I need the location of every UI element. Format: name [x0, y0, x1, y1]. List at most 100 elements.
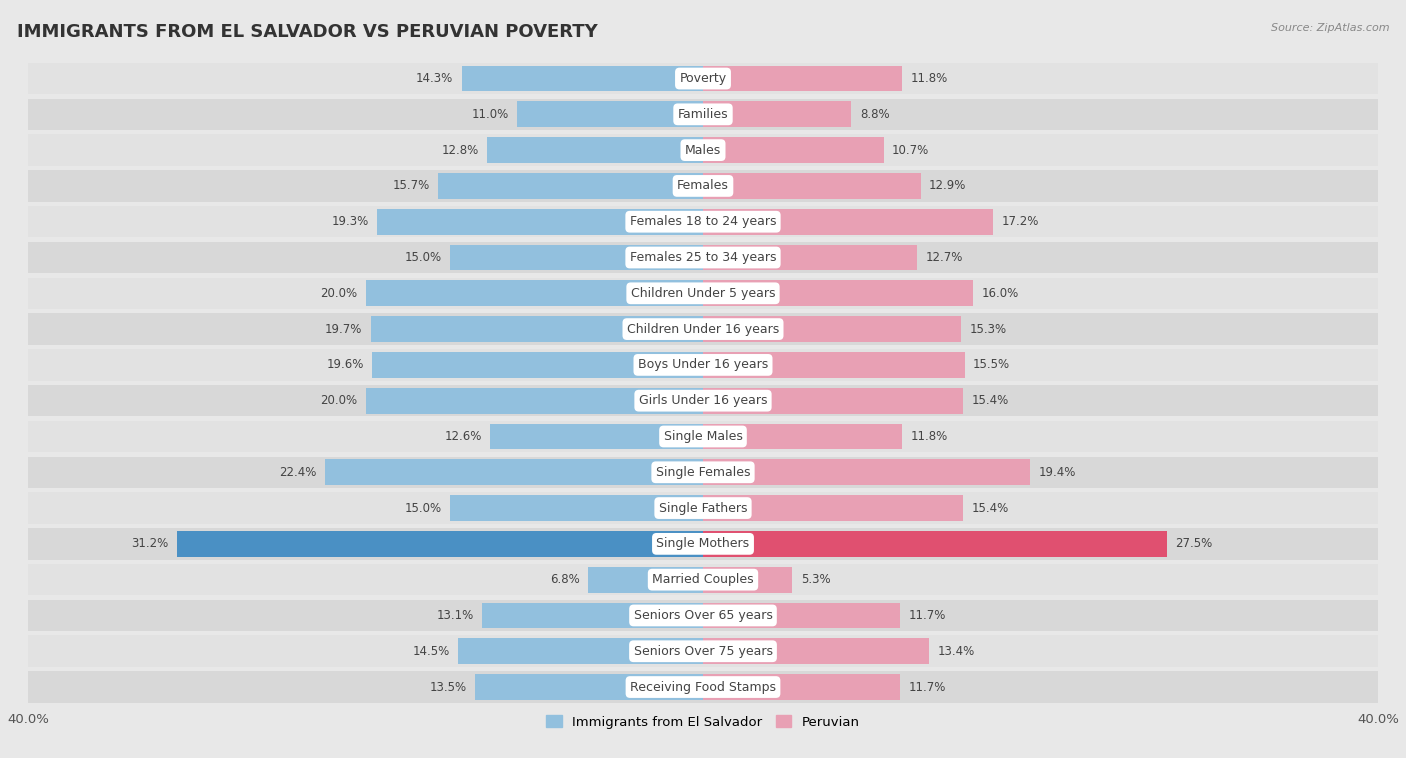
Text: 19.7%: 19.7% — [325, 323, 363, 336]
Bar — [377, 208, 703, 235]
Bar — [703, 603, 900, 628]
Text: 15.0%: 15.0% — [405, 251, 441, 264]
FancyBboxPatch shape — [28, 528, 1378, 559]
Text: Single Mothers: Single Mothers — [657, 537, 749, 550]
Text: Females 25 to 34 years: Females 25 to 34 years — [630, 251, 776, 264]
Text: 15.5%: 15.5% — [973, 359, 1010, 371]
Bar — [439, 173, 703, 199]
Text: 20.0%: 20.0% — [321, 394, 357, 407]
Text: Single Males: Single Males — [664, 430, 742, 443]
Bar — [461, 66, 703, 92]
Text: 12.8%: 12.8% — [441, 143, 478, 157]
Text: 19.3%: 19.3% — [332, 215, 368, 228]
Bar — [491, 424, 703, 449]
Text: Receiving Food Stamps: Receiving Food Stamps — [630, 681, 776, 694]
Text: 20.0%: 20.0% — [321, 287, 357, 300]
Text: 5.3%: 5.3% — [801, 573, 831, 586]
Text: 17.2%: 17.2% — [1001, 215, 1039, 228]
Text: 10.7%: 10.7% — [891, 143, 929, 157]
Text: 15.3%: 15.3% — [970, 323, 1007, 336]
FancyBboxPatch shape — [28, 564, 1378, 596]
Text: Families: Families — [678, 108, 728, 121]
FancyBboxPatch shape — [28, 99, 1378, 130]
Text: 13.4%: 13.4% — [938, 645, 974, 658]
Text: 11.7%: 11.7% — [908, 609, 946, 622]
Text: 11.7%: 11.7% — [908, 681, 946, 694]
Text: 11.0%: 11.0% — [472, 108, 509, 121]
FancyBboxPatch shape — [28, 456, 1378, 488]
Bar — [703, 531, 1167, 556]
Bar — [325, 459, 703, 485]
Bar — [177, 531, 703, 556]
Text: Boys Under 16 years: Boys Under 16 years — [638, 359, 768, 371]
Text: Married Couples: Married Couples — [652, 573, 754, 586]
Bar — [458, 638, 703, 664]
Text: 13.1%: 13.1% — [436, 609, 474, 622]
Text: Poverty: Poverty — [679, 72, 727, 85]
Text: 14.3%: 14.3% — [416, 72, 453, 85]
Bar — [371, 316, 703, 342]
Bar — [475, 674, 703, 700]
Bar — [703, 567, 793, 593]
FancyBboxPatch shape — [28, 385, 1378, 416]
Bar — [517, 102, 703, 127]
Text: Females 18 to 24 years: Females 18 to 24 years — [630, 215, 776, 228]
Text: 11.8%: 11.8% — [911, 430, 948, 443]
Bar — [703, 137, 883, 163]
Bar — [703, 173, 921, 199]
Legend: Immigrants from El Salvador, Peruvian: Immigrants from El Salvador, Peruvian — [541, 709, 865, 734]
Text: Children Under 16 years: Children Under 16 years — [627, 323, 779, 336]
Text: 12.9%: 12.9% — [929, 180, 966, 193]
FancyBboxPatch shape — [28, 493, 1378, 524]
Bar — [486, 137, 703, 163]
Text: 15.7%: 15.7% — [392, 180, 430, 193]
Text: 14.5%: 14.5% — [413, 645, 450, 658]
Text: 12.6%: 12.6% — [444, 430, 482, 443]
Bar — [703, 316, 962, 342]
Text: 15.4%: 15.4% — [972, 502, 1008, 515]
Text: 12.7%: 12.7% — [925, 251, 963, 264]
Text: Seniors Over 75 years: Seniors Over 75 years — [634, 645, 772, 658]
Bar — [703, 424, 903, 449]
FancyBboxPatch shape — [28, 206, 1378, 237]
FancyBboxPatch shape — [28, 242, 1378, 274]
FancyBboxPatch shape — [28, 277, 1378, 309]
Text: IMMIGRANTS FROM EL SALVADOR VS PERUVIAN POVERTY: IMMIGRANTS FROM EL SALVADOR VS PERUVIAN … — [17, 23, 598, 41]
Text: 15.0%: 15.0% — [405, 502, 441, 515]
Bar — [703, 102, 852, 127]
FancyBboxPatch shape — [28, 349, 1378, 381]
Bar — [366, 388, 703, 414]
FancyBboxPatch shape — [28, 63, 1378, 94]
Text: Single Fathers: Single Fathers — [659, 502, 747, 515]
Bar — [703, 245, 917, 271]
Bar — [450, 495, 703, 521]
Text: 22.4%: 22.4% — [280, 465, 316, 479]
Bar — [373, 352, 703, 377]
FancyBboxPatch shape — [28, 672, 1378, 703]
Text: Males: Males — [685, 143, 721, 157]
Bar — [703, 208, 993, 235]
Bar — [703, 638, 929, 664]
Text: Females: Females — [678, 180, 728, 193]
FancyBboxPatch shape — [28, 600, 1378, 631]
Text: Source: ZipAtlas.com: Source: ZipAtlas.com — [1271, 23, 1389, 33]
Text: 16.0%: 16.0% — [981, 287, 1018, 300]
FancyBboxPatch shape — [28, 421, 1378, 453]
FancyBboxPatch shape — [28, 635, 1378, 667]
Text: Seniors Over 65 years: Seniors Over 65 years — [634, 609, 772, 622]
Bar — [703, 495, 963, 521]
Text: Single Females: Single Females — [655, 465, 751, 479]
FancyBboxPatch shape — [28, 134, 1378, 166]
Bar — [450, 245, 703, 271]
Bar — [482, 603, 703, 628]
Bar — [703, 280, 973, 306]
Text: 15.4%: 15.4% — [972, 394, 1008, 407]
Text: 19.4%: 19.4% — [1039, 465, 1076, 479]
Bar — [703, 459, 1031, 485]
Text: 31.2%: 31.2% — [131, 537, 169, 550]
Text: Girls Under 16 years: Girls Under 16 years — [638, 394, 768, 407]
Bar — [703, 352, 965, 377]
Bar — [703, 388, 963, 414]
FancyBboxPatch shape — [28, 171, 1378, 202]
Text: 11.8%: 11.8% — [911, 72, 948, 85]
